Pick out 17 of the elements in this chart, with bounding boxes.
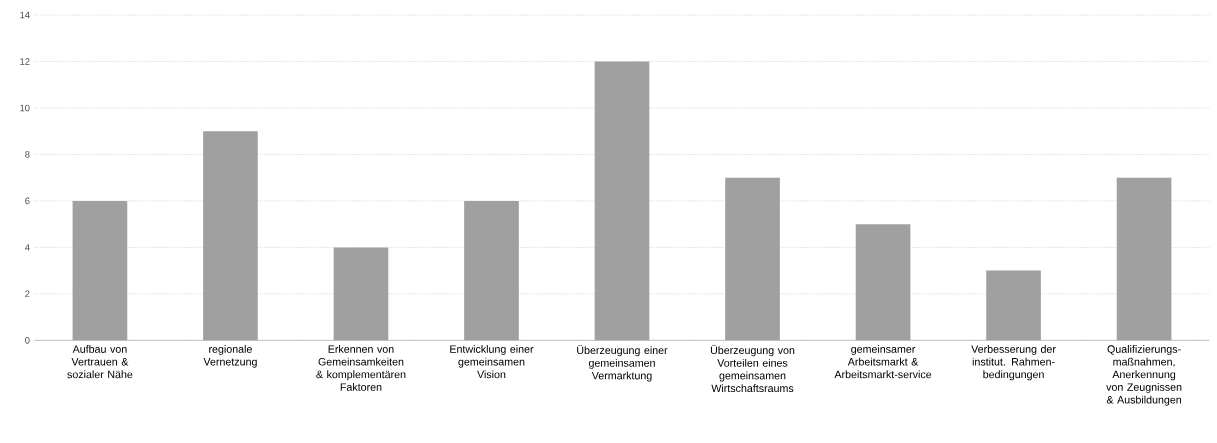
x-tick-label: Entwicklung einer gemeinsamen Vision (450, 345, 534, 379)
x-tick-label: Überzeugung von Vorteilen eines gemeinsamen Wirtschaftsraums (710, 345, 795, 393)
x-tick-label: Qualifizierungs-maßnahmen, Anerkennung von Zeugnissen & Ausbildungen (1106, 345, 1182, 406)
y-tick-label: 12 (20, 58, 30, 65)
x-tick-label: gemeinsamer Arbeitsmarkt & Arbeitsmarkt-service (834, 345, 932, 379)
y-tick-label: 2 (25, 290, 30, 298)
y-tick-label: 14 (20, 11, 30, 19)
y-tick-label: 10 (20, 104, 30, 112)
y-tick-label: 0 (25, 337, 30, 344)
y-tick-label: 4 (24, 244, 30, 251)
x-tick-label: regionale Vernetzung (203, 345, 257, 368)
x-tick-label: Aufbau von Vertrauen & sozialer Nähe (67, 345, 133, 379)
y-tick-label: 8 (25, 151, 30, 158)
x-tick-label: Überzeugung einer gemeinsamen Vermarktung (577, 345, 668, 382)
y-tick-label: 6 (25, 197, 30, 205)
x-tick-label: Erkennen von Gemeinsamkeiten & komplementären Faktoren (316, 345, 406, 391)
x-tick-label: Verbesserung der institut. Rahmen-bedingungen (971, 345, 1056, 381)
